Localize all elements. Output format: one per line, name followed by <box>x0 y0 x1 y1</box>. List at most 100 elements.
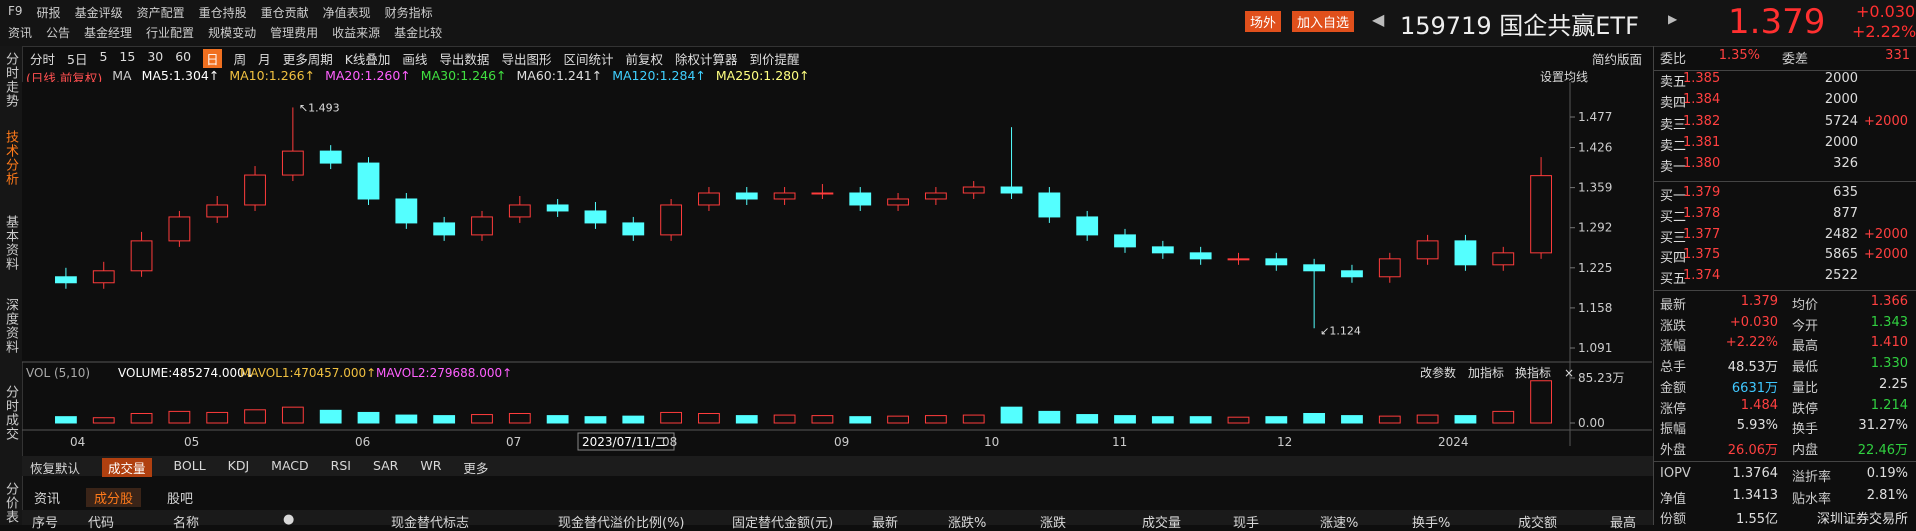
toolbar-item[interactable]: 导出图形 <box>501 52 552 67</box>
candle-body <box>660 204 683 236</box>
menu-item[interactable]: 研报 <box>36 6 61 20</box>
side-tab[interactable]: 深度资料 <box>3 298 18 354</box>
toolbar-item[interactable]: 日 <box>203 49 222 68</box>
side-tab[interactable]: 分时成交 <box>3 385 18 441</box>
menu-item[interactable]: 规模变动 <box>208 26 257 40</box>
toolbar-item[interactable]: 5日 <box>67 52 88 67</box>
toolbar-item[interactable]: 15 <box>119 49 136 64</box>
toolbar-item[interactable]: 区间统计 <box>563 52 614 67</box>
menu-item[interactable]: 行业配置 <box>146 26 195 40</box>
quote-cell: +2000 <box>1864 227 1908 242</box>
quote-cell: 5.93% <box>1736 418 1778 433</box>
menu-item[interactable]: F9 <box>8 4 23 18</box>
table-column-header[interactable]: 代码 <box>88 516 115 531</box>
volume-tool: × <box>1564 366 1574 380</box>
table-column-header[interactable]: 固定替代金额(元) <box>732 516 834 531</box>
side-tab[interactable]: 分价表 <box>3 482 18 524</box>
menu-item[interactable]: 基金经理 <box>84 26 133 40</box>
volume-bar <box>1454 415 1477 424</box>
toolbar-item[interactable]: 除权计算器 <box>674 52 738 67</box>
indicator-tab[interactable]: BOLL <box>173 458 206 473</box>
table-column-header[interactable]: 涨速% <box>1320 516 1359 531</box>
table-column-header[interactable]: 现金替代标志 <box>391 516 470 531</box>
quote-cell: 卖一 <box>1660 160 1687 175</box>
bottom-tab[interactable]: 成分股 <box>86 488 142 507</box>
quote-cell: 5724 <box>1824 114 1858 129</box>
volume-legend: VOLUME:485274.000↓ <box>118 366 255 380</box>
indicator-tab[interactable]: WR <box>420 458 442 473</box>
bottom-tab[interactable]: 股吧 <box>167 492 194 507</box>
quote-cell: 2000 <box>1824 71 1858 86</box>
toolbar-item[interactable]: 60 <box>175 49 192 64</box>
menu-item[interactable]: 基金评级 <box>74 6 123 20</box>
bottom-tab[interactable]: 资讯 <box>34 492 61 507</box>
toolbar-item[interactable]: 分时 <box>30 52 56 67</box>
indicator-tab[interactable]: 更多 <box>463 461 489 476</box>
watch-button[interactable]: 加入自选 <box>1292 11 1355 32</box>
prev-button[interactable]: ◀ <box>1372 10 1385 29</box>
toolbar-item[interactable]: 月 <box>258 52 271 67</box>
indicator-tab[interactable]: RSI <box>330 458 351 473</box>
indicator-tab[interactable]: 恢复默认 <box>30 461 81 476</box>
menu-item[interactable]: 公告 <box>46 26 71 40</box>
volume-bar <box>698 412 720 424</box>
table-column-header[interactable]: 涨跌 <box>1040 516 1067 531</box>
candle-body <box>735 192 758 200</box>
quote-cell: 1.35% <box>1718 48 1760 63</box>
toolbar-item[interactable]: 到价提醒 <box>749 52 800 67</box>
y-tick-label: 85.23万 <box>1578 371 1624 385</box>
table-column-header[interactable]: ● <box>283 512 295 527</box>
ma-settings[interactable]: 设置均线 <box>1540 70 1589 84</box>
toolbar-item[interactable]: 30 <box>147 49 164 64</box>
quote-cell: 买四 <box>1660 251 1687 266</box>
quote-cell: 均价 <box>1792 298 1819 313</box>
table-column-header[interactable]: 序号 <box>32 516 59 531</box>
side-tab[interactable]: 技术分析 <box>3 130 18 186</box>
menu-item[interactable]: 重仓持股 <box>198 6 247 20</box>
indicator-tab[interactable]: KDJ <box>227 458 250 473</box>
toolbar-item[interactable]: 5 <box>99 49 108 64</box>
volume-tool: 改参数 <box>1420 365 1456 380</box>
next-button[interactable]: ▶ <box>1668 12 1678 26</box>
candle-body <box>168 216 191 242</box>
toolbar: 分时 5日 5 15 30 60 日周月更多周期 K线叠加 画线 导出数据 导出图形 区间统计 前复权除… <box>30 49 800 68</box>
menu-item[interactable]: 重仓贡献 <box>260 6 309 20</box>
menu-item[interactable]: 基金比较 <box>394 26 443 40</box>
quote-cell: 1.366 <box>1870 294 1908 309</box>
table-column-header[interactable]: 最新 <box>872 516 899 531</box>
table-column-header[interactable]: 最高 <box>1610 516 1637 531</box>
side-tab[interactable]: 基本资料 <box>3 215 18 271</box>
x-tick-label: 09 <box>834 435 849 449</box>
menu-item[interactable]: 资产配置 <box>136 6 185 20</box>
table-column-header[interactable]: 成交额 <box>1518 516 1558 531</box>
indicator-tab[interactable]: 成交量 <box>102 458 152 477</box>
menu-item[interactable]: 收益来源 <box>332 26 381 40</box>
table-column-header[interactable]: 换手% <box>1412 516 1451 531</box>
candle-body <box>1227 258 1250 261</box>
table-column-header[interactable]: 成交量 <box>1142 516 1182 531</box>
menu-item[interactable]: 资讯 <box>8 26 33 40</box>
toolbar-item[interactable]: 更多周期 <box>282 52 333 67</box>
quote-cell: 0.19% <box>1866 466 1908 481</box>
side-tab[interactable]: 分时走势 <box>3 52 18 108</box>
volume-bar <box>962 414 985 424</box>
quote-cell: 1.484 <box>1740 398 1778 413</box>
toolbar-item[interactable]: K线叠加 <box>344 52 391 67</box>
toolbar-item[interactable]: 周 <box>233 52 247 67</box>
toolbar-item[interactable]: 前复权 <box>625 52 663 67</box>
layout-button[interactable]: 简约版面 <box>1592 52 1643 67</box>
tag-button[interactable]: 场外 <box>1245 11 1282 32</box>
table-column-header[interactable]: 现金替代溢价比例(%) <box>558 516 685 531</box>
toolbar-item[interactable]: 画线 <box>402 52 428 67</box>
table-column-header[interactable]: 现手 <box>1233 516 1260 531</box>
toolbar-item[interactable]: 导出数据 <box>439 52 490 67</box>
indicator-tab[interactable]: SAR <box>372 458 399 473</box>
quote-cell: 1.3764 <box>1732 466 1779 481</box>
menu-item[interactable]: 净值表现 <box>322 6 371 20</box>
table-column-header[interactable]: 涨跌% <box>948 516 987 531</box>
menu-item[interactable]: 管理费用 <box>270 26 319 40</box>
volume-bar <box>206 411 229 424</box>
menu-item[interactable]: 财务指标 <box>384 6 433 20</box>
table-column-header[interactable]: 名称 <box>173 516 200 531</box>
indicator-tab[interactable]: MACD <box>271 458 309 473</box>
